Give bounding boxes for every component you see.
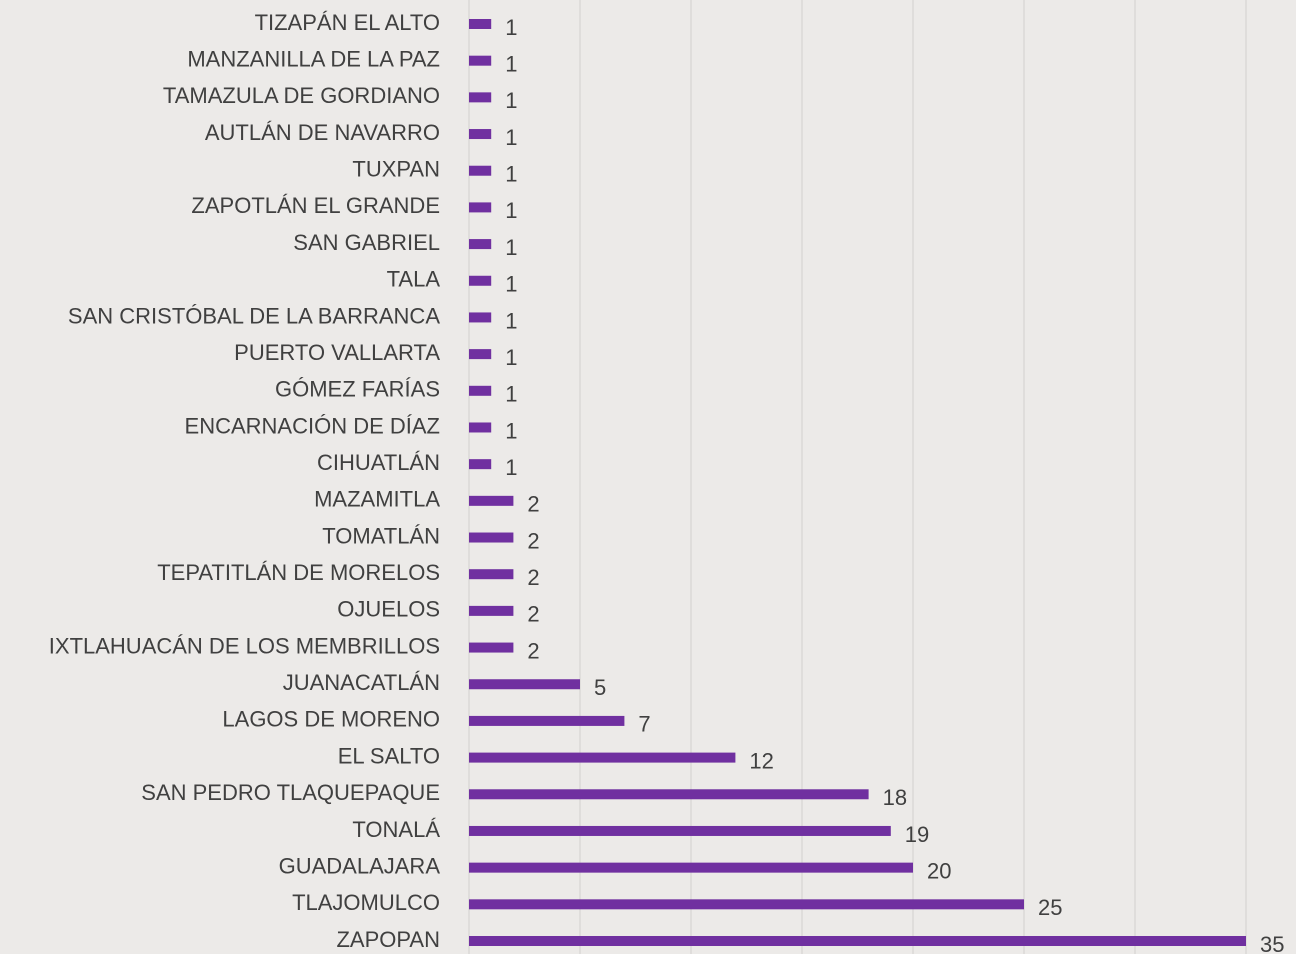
value-label: 1 <box>505 455 517 480</box>
y-tick-label: ZAPOPAN <box>336 927 440 952</box>
bar <box>469 863 913 873</box>
value-label: 2 <box>527 528 539 553</box>
value-label: 1 <box>505 235 517 260</box>
value-label: 1 <box>505 272 517 297</box>
y-tick-label: PUERTO VALLARTA <box>234 340 440 365</box>
bar <box>469 239 491 249</box>
bar <box>469 19 491 29</box>
value-label: 2 <box>527 492 539 517</box>
value-label: 1 <box>505 51 517 76</box>
bar <box>469 569 513 579</box>
y-tick-label: SAN PEDRO TLAQUEPAQUE <box>141 780 440 805</box>
y-tick-label: TLAJOMULCO <box>292 890 440 915</box>
value-label: 1 <box>505 345 517 370</box>
y-tick-label: GUADALAJARA <box>279 853 441 878</box>
bar <box>469 899 1024 909</box>
y-tick-label: TEPATITLÁN DE MORELOS <box>157 560 440 585</box>
y-tick-label: IXTLAHUACÁN DE LOS MEMBRILLOS <box>49 633 440 658</box>
value-label: 25 <box>1038 895 1062 920</box>
bar <box>469 753 735 763</box>
y-tick-label: TONALÁ <box>352 817 440 842</box>
value-label: 1 <box>505 198 517 223</box>
y-tick-label: CIHUATLÁN <box>317 450 440 475</box>
bar <box>469 826 891 836</box>
value-label: 35 <box>1260 932 1284 954</box>
bar <box>469 276 491 286</box>
y-tick-label: OJUELOS <box>337 597 440 622</box>
y-tick-label: GÓMEZ FARÍAS <box>275 377 440 402</box>
bar <box>469 202 491 212</box>
y-tick-label: TIZAPÁN EL ALTO <box>255 10 440 35</box>
y-tick-label: EL SALTO <box>338 743 440 768</box>
value-label: 1 <box>505 15 517 40</box>
bar <box>469 56 491 66</box>
value-label: 12 <box>749 748 773 773</box>
bar <box>469 716 624 726</box>
y-tick-label: MAZAMITLA <box>314 487 440 512</box>
bar <box>469 679 580 689</box>
value-label: 1 <box>505 88 517 113</box>
bar <box>469 643 513 653</box>
y-tick-label: ZAPOTLÁN EL GRANDE <box>191 193 440 218</box>
bar <box>469 459 491 469</box>
y-tick-label: ENCARNACIÓN DE DÍAZ <box>185 413 440 438</box>
y-tick-label: AUTLÁN DE NAVARRO <box>205 120 440 145</box>
value-label: 1 <box>505 418 517 443</box>
bar <box>469 386 491 396</box>
y-tick-label: TUXPAN <box>352 157 440 182</box>
y-tick-label: MANZANILLA DE LA PAZ <box>187 46 440 71</box>
bar <box>469 312 491 322</box>
value-label: 18 <box>883 785 907 810</box>
bar <box>469 129 491 139</box>
value-label: 1 <box>505 382 517 407</box>
bar <box>469 496 513 506</box>
bar <box>469 92 491 102</box>
bar <box>469 789 869 799</box>
bar <box>469 533 513 543</box>
y-tick-label: SAN CRISTÓBAL DE LA BARRANCA <box>68 303 440 328</box>
y-tick-label: TALA <box>387 267 441 292</box>
y-tick-label: TOMATLÁN <box>322 523 440 548</box>
bar <box>469 422 491 432</box>
value-label: 2 <box>527 565 539 590</box>
bar <box>469 349 491 359</box>
y-tick-label: TAMAZULA DE GORDIANO <box>163 83 440 108</box>
y-tick-label: LAGOS DE MORENO <box>222 707 440 732</box>
value-label: 5 <box>594 675 606 700</box>
page: {"chart_data": {"type": "barh", "categor… <box>0 0 1296 954</box>
value-label: 1 <box>505 125 517 150</box>
y-tick-label: JUANACATLÁN <box>283 670 440 695</box>
value-label: 20 <box>927 858 951 883</box>
value-label: 1 <box>505 162 517 187</box>
bar <box>469 936 1246 946</box>
value-label: 7 <box>638 712 650 737</box>
value-label: 2 <box>527 638 539 663</box>
value-label: 1 <box>505 308 517 333</box>
value-label: 19 <box>905 822 929 847</box>
bar <box>469 166 491 176</box>
value-label: 2 <box>527 602 539 627</box>
bar <box>469 606 513 616</box>
y-tick-label: SAN GABRIEL <box>293 230 440 255</box>
chart: TIZAPÁN EL ALTO 1 MANZANILLA DE LA PAZ 1 TAM… <box>0 0 1296 954</box>
